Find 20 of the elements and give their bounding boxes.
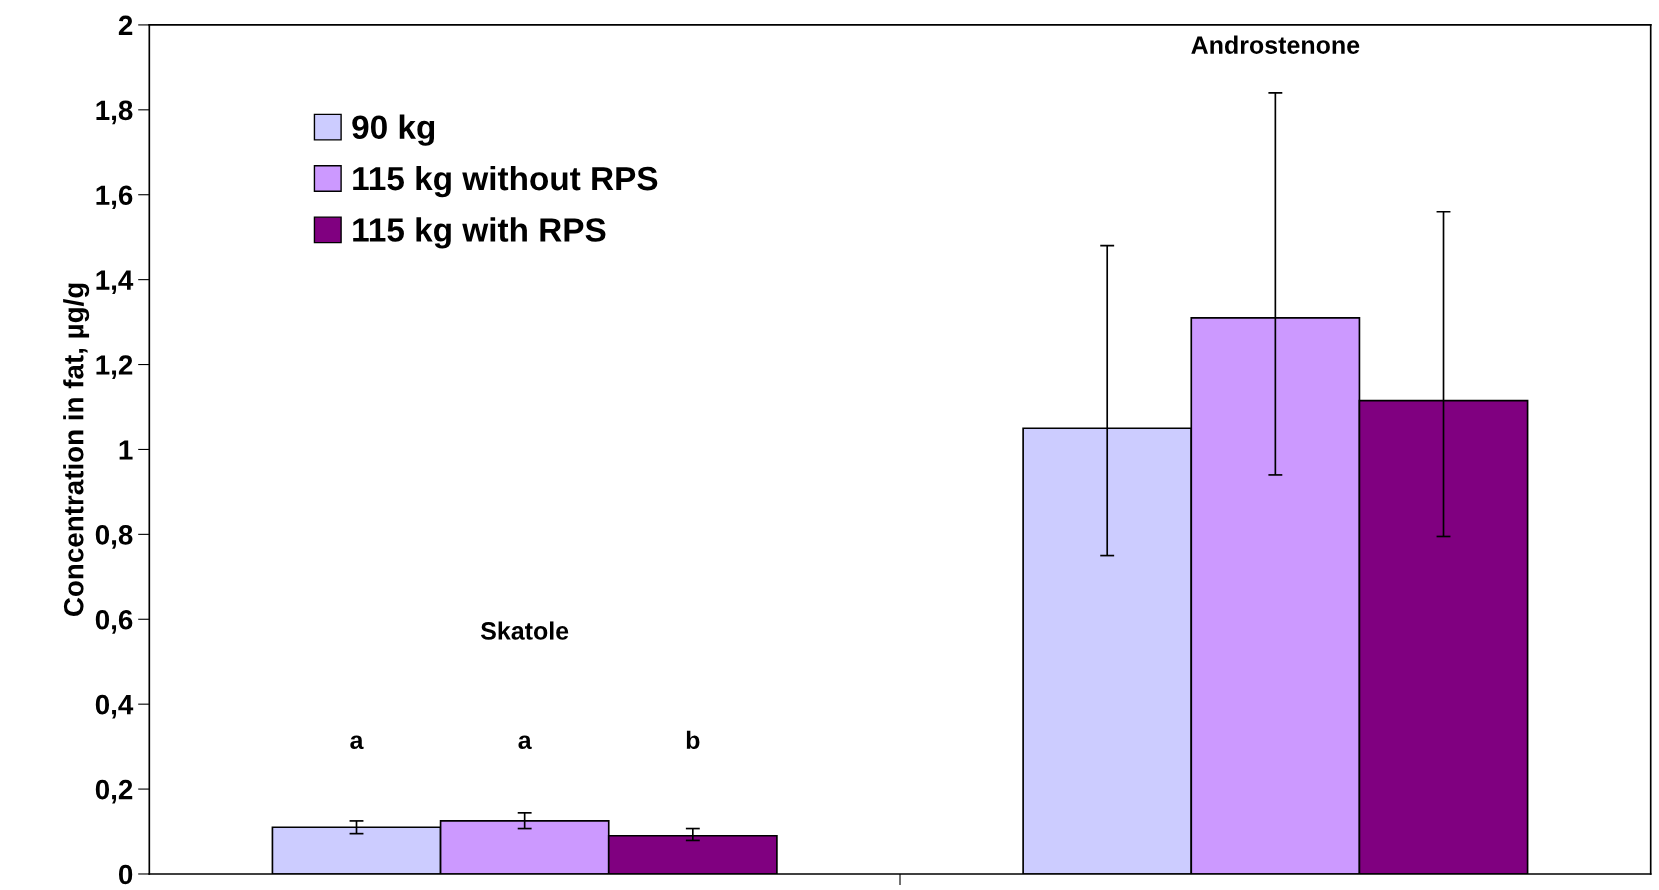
- y-tick-label: 1: [119, 440, 133, 460]
- y-tick-label: 0: [118, 864, 133, 885]
- y-tick-label: 0,4: [95, 694, 134, 719]
- annotation: b: [686, 730, 700, 750]
- y-tick-label: 1,8: [96, 100, 133, 125]
- y-tick-label: 0,6: [95, 609, 133, 634]
- y-tick-label: 1,4: [96, 270, 134, 294]
- y-tick-label: 1,2: [96, 355, 133, 379]
- legend-label: 90 kg: [352, 114, 435, 146]
- annotation: a: [350, 735, 364, 750]
- legend-label: 115 kg without RPS: [353, 165, 658, 198]
- annotation: a: [518, 735, 532, 750]
- y-axis-title: Concentration in fat, µg/g: [63, 283, 90, 617]
- y-tick-label: 0,2: [95, 779, 133, 804]
- legend-label: 115 kg with RPS: [353, 217, 606, 249]
- y-tick-label: 1,6: [96, 185, 133, 210]
- y-tick-label: 2: [118, 15, 133, 35]
- annotation: Skatole: [480, 621, 569, 640]
- y-tick-label: 0,8: [95, 525, 133, 549]
- annotation: Androstenone: [1191, 35, 1360, 54]
